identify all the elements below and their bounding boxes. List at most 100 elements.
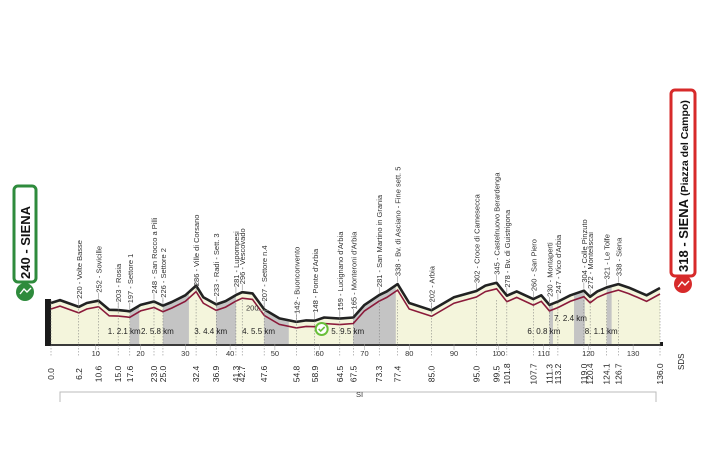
sector-bar-8 [606, 282, 612, 344]
place-label: 220 - Volte Basse [75, 240, 84, 299]
place-label: 197 - Settore 1 [126, 254, 135, 304]
sector-label: 3. 4.4 km [194, 327, 227, 336]
km-marker-label: 136.0 [655, 363, 665, 385]
sector-bar-7 [574, 282, 585, 344]
altitude-line [50, 287, 661, 329]
bottom-bracket: SI [59, 390, 657, 402]
start-flag-icon [16, 283, 34, 301]
place-label: 278 - Bv. di Guistrigona [503, 209, 512, 288]
x-tick-label: 80 [405, 349, 413, 358]
profile-lines [50, 281, 661, 329]
km-marker-label: 47.6 [259, 365, 269, 382]
x-tick-label: 70 [360, 349, 368, 358]
km-marker-label: 119.0 [579, 363, 589, 384]
x-tick-label: 10 [92, 349, 100, 358]
sector-label: 7. 2.4 km [554, 314, 587, 323]
x-tick-label: 60 [316, 349, 324, 358]
x-tick-label: 90 [450, 349, 458, 358]
sector-label: 2. 5.8 km [141, 327, 174, 336]
sector-label: 6. 0.8 km [527, 327, 560, 336]
bracket-label: SI [356, 390, 363, 399]
km-marker-label: 23.0 [149, 365, 159, 382]
start-badge-frame [12, 184, 38, 284]
km-marker-label: 6.2 [74, 368, 84, 380]
x-tick-label: 130 [627, 349, 640, 358]
sector-label: 8. 1.1 km [585, 327, 618, 336]
place-label: 159 - Lucignano d'Arbia [336, 231, 345, 311]
sector-label: 1. 2.1 km [108, 327, 141, 336]
place-label: 230 - Montaperti [545, 242, 554, 297]
place-label: 281 - San Martino in Grania [375, 194, 384, 287]
place-label: 233 - Radi - Sett. 3 [212, 233, 221, 296]
start-badge: 240 - SIENA [12, 184, 38, 301]
finish-badge: 318 - SIENA (Piazza del Campo) [669, 88, 697, 293]
finish-label: 318 - SIENA (Piazza del Campo) [676, 100, 691, 272]
km-marker-label: 67.5 [348, 365, 358, 382]
km-marker-label: 77.4 [393, 365, 403, 382]
x-tick-label: 110 [538, 349, 550, 358]
place-label: 338 - Bv. di Asciano - Fine sett. 5 [394, 167, 403, 277]
sector-labels: 1. 2.1 km 2. 5.8 km 3. 4.4 km 4. 5.5 km 5. 9… [108, 314, 618, 336]
x-tick-label: 30 [181, 349, 189, 358]
km-marker-label: 0.0 [46, 368, 56, 380]
place-label: 281 - Lupompesi [232, 231, 241, 287]
place-label: 165 - Monteroni d'Arbia [349, 231, 358, 310]
km-marker-label: 107.7 [528, 363, 538, 385]
alt-tick-label: 200 [246, 304, 259, 313]
place-label: 296 - Vescovado [238, 228, 247, 284]
km-marker-label: 42.7 [237, 365, 247, 382]
place-label: 226 - Settore 2 [159, 248, 168, 298]
km-marker-label: 124.1 [602, 363, 612, 385]
place-label: 260 - San Piero [529, 239, 538, 291]
place-label: 202 - Arbia [428, 265, 437, 302]
km-marker-label: 126.7 [613, 363, 623, 385]
x-tick-label: 120 [582, 349, 595, 358]
place-label: 345 - Castelnuovo Berardenga [493, 172, 502, 275]
km-marker-label: 85.0 [427, 365, 437, 382]
sector-bar-6 [549, 282, 553, 344]
place-labels: 220 - Volte Basse 252 - Sovicille 203 - Ro… [75, 167, 623, 320]
sector-bar-1 [129, 282, 140, 344]
x-tick-label: 100 [493, 349, 506, 358]
km-marker-label: 17.6 [125, 365, 135, 382]
km-marker-label: 58.9 [310, 365, 320, 382]
x-tick-label: 50 [271, 349, 279, 358]
km-marker-label: 99.5 [492, 365, 502, 382]
place-label: 321 - Le Tolfe [603, 234, 612, 279]
km-marker-label: 120.4 [585, 363, 595, 385]
sds-logo: SDS [677, 354, 686, 370]
sector-label: 5. 9.5 km [331, 327, 364, 336]
place-label: 302 - Croce di Camesecca [472, 193, 481, 283]
start-label: 240 - SIENA [18, 205, 33, 279]
sector-label: 4. 5.5 km [242, 327, 275, 336]
finish-flag-icon [674, 275, 692, 293]
km-marker-label: 36.9 [211, 365, 221, 382]
finish-icon-glyph [677, 280, 690, 288]
km-ticks: 200 0.0 6.2 10.6 15.0 17.6 23.025.0 32.4 36.9 41.… [46, 300, 665, 385]
place-label: 338 - Siena [614, 237, 623, 276]
x-tick-label: 40 [226, 349, 234, 358]
km-marker-label: 111.3 [544, 364, 554, 384]
km-marker-label: 73.3 [374, 365, 384, 382]
place-label: 203 - Rosia [114, 263, 123, 302]
bracket-line [59, 391, 657, 402]
km-marker-label: 41.3 [231, 365, 241, 382]
start-icon-glyph [19, 287, 32, 295]
place-label: 142 - Buonconvento [292, 247, 301, 314]
start-wall [45, 299, 51, 346]
x-tick-label: 20 [136, 349, 144, 358]
km-marker-label: 113.2 [553, 363, 563, 384]
km-marker-label: 15.0 [113, 365, 123, 382]
place-label: 286 - Ville di Corsano [192, 215, 201, 287]
km-marker-label: 101.8 [502, 363, 512, 385]
place-label: 272 - Monteliscai [586, 232, 595, 289]
km-marker-label: 64.5 [335, 365, 345, 382]
km-marker-label: 54.8 [291, 365, 301, 382]
place-label: 304 - Colle Pinzuto [580, 219, 589, 282]
place-label: 252 - Sovicille [94, 246, 103, 293]
place-label: 247 - Vico d'Arbia [554, 234, 563, 294]
place-label: 248 - San Rocco a Pilli [150, 217, 159, 293]
ridge-line [50, 281, 661, 324]
km-marker-label: 10.6 [93, 365, 103, 382]
